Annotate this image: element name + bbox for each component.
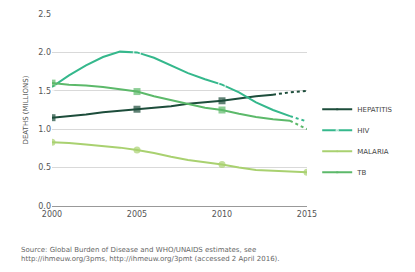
svg-text:2000: 2000 <box>42 210 62 219</box>
svg-text:HIV: HIV <box>357 127 369 135</box>
svg-text:0.5: 0.5 <box>38 163 51 172</box>
svg-text:0.0: 0.0 <box>38 202 51 211</box>
svg-text:Source: Global Burden of Disea: Source: Global Burden of Disease and WHO… <box>21 246 280 263</box>
svg-text:2015: 2015 <box>297 210 317 219</box>
svg-text:2.5: 2.5 <box>38 10 51 19</box>
svg-text:2.0: 2.0 <box>38 48 51 57</box>
svg-text:1.0: 1.0 <box>38 125 51 134</box>
svg-text:HEPATITIS: HEPATITIS <box>357 106 392 114</box>
svg-text:MALARIA: MALARIA <box>357 148 389 156</box>
svg-text:1.5: 1.5 <box>38 87 51 96</box>
svg-text:2005: 2005 <box>127 210 147 219</box>
svg-text:DEATHS (MILLIONS): DEATHS (MILLIONS) <box>22 75 30 144</box>
svg-text:TB: TB <box>356 169 366 177</box>
svg-text:2010: 2010 <box>212 210 232 219</box>
